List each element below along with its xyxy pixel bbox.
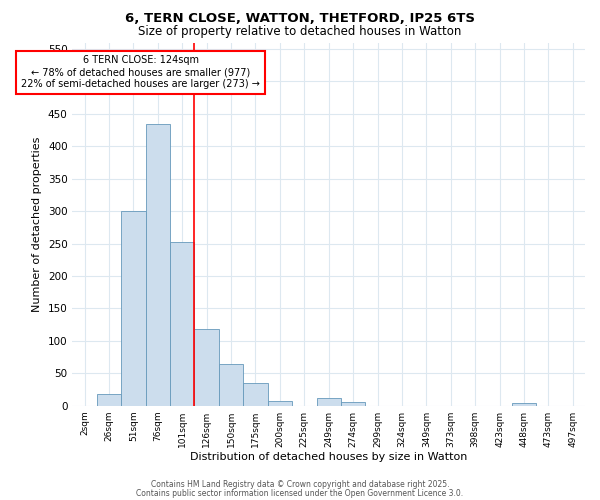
Bar (194, 329, 219, 406)
Bar (121, 211, 146, 406)
Text: Contains public sector information licensed under the Open Government Licence 3.: Contains public sector information licen… (136, 488, 464, 498)
Bar (268, 400, 292, 406)
Text: 6 TERN CLOSE: 124sqm
← 78% of detached houses are smaller (977)
22% of semi-deta: 6 TERN CLOSE: 124sqm ← 78% of detached h… (22, 56, 260, 88)
Bar (219, 364, 243, 406)
Bar (341, 402, 365, 406)
Text: Size of property relative to detached houses in Watton: Size of property relative to detached ho… (139, 25, 461, 38)
Bar (317, 398, 341, 406)
Text: 6, TERN CLOSE, WATTON, THETFORD, IP25 6TS: 6, TERN CLOSE, WATTON, THETFORD, IP25 6T… (125, 12, 475, 26)
Bar (146, 124, 170, 406)
Bar (170, 242, 194, 406)
Bar (97, 394, 121, 406)
X-axis label: Distribution of detached houses by size in Watton: Distribution of detached houses by size … (190, 452, 467, 462)
Text: Contains HM Land Registry data © Crown copyright and database right 2025.: Contains HM Land Registry data © Crown c… (151, 480, 449, 489)
Bar (512, 403, 536, 406)
Bar (243, 383, 268, 406)
Y-axis label: Number of detached properties: Number of detached properties (32, 136, 42, 312)
